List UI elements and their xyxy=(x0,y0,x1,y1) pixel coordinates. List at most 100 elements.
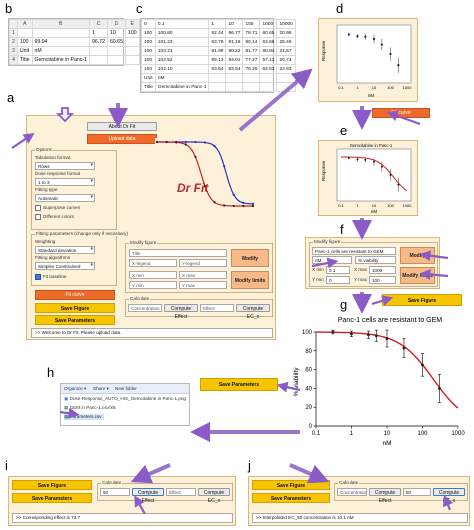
sheet-c-cell[interactable]: 91.99 xyxy=(208,46,227,56)
sheet-c-cell[interactable]: 78.71 xyxy=(242,28,261,38)
title-input[interactable]: Title xyxy=(129,249,227,257)
save-figure-button[interactable]: Save Figure xyxy=(35,303,115,313)
xmin-input[interactable]: X min xyxy=(129,271,177,279)
sheet-c-cell[interactable]: 20.74 xyxy=(276,55,296,65)
sheet-c-cell[interactable]: 20.98 xyxy=(276,28,296,38)
sheet-c-cell[interactable] xyxy=(208,82,227,92)
sheet-c-cell[interactable]: Unit xyxy=(141,73,156,83)
ylegend-input[interactable]: Y-legend xyxy=(179,259,227,267)
sheet-b-cell[interactable]: 4 xyxy=(9,55,18,65)
sheet-c-cell[interactable] xyxy=(276,82,296,92)
sheet-c-cell[interactable]: 94.01 xyxy=(225,55,244,65)
panel-j-compute-effect-button[interactable]: Compute Effect xyxy=(369,488,401,504)
sheet-b-cell[interactable] xyxy=(124,46,140,56)
sheet-b-cell[interactable]: Title xyxy=(16,55,33,65)
explorer-file-params[interactable]: ▦ Parameters.csv xyxy=(64,414,104,420)
sheet-c-cell[interactable]: 102.10 xyxy=(154,64,210,74)
sheet-b-cell[interactable]: 100 xyxy=(16,37,33,47)
sheet-b-cell[interactable]: Unit xyxy=(16,46,33,56)
explorer-file-image[interactable]: ▣ Dose-Response_AUTO_HIS_Gemcitabine in … xyxy=(64,396,186,402)
sheet-c-cell[interactable]: 91.16 xyxy=(225,37,244,47)
panel-f-ymax-input[interactable]: 100 xyxy=(369,276,396,284)
sheet-c-cell[interactable]: 81.77 xyxy=(242,46,261,56)
xmax-input[interactable]: X max xyxy=(179,271,227,279)
sheet-c-cell[interactable]: 93.79 xyxy=(208,37,227,47)
panel-j-compute-ec-button[interactable]: Compute EC_x xyxy=(433,488,465,504)
sheet-c-cell[interactable]: 76.26 xyxy=(242,64,261,74)
effect-input[interactable]: Effect xyxy=(200,304,234,312)
ymin-input[interactable]: Y min xyxy=(129,281,177,289)
sheet-c-cell[interactable]: 77.27 xyxy=(242,55,261,65)
sheet-b-cell[interactable] xyxy=(106,55,126,65)
panel-i-save-params-button[interactable]: Save Parameters xyxy=(12,493,92,503)
organize-menu[interactable]: Organize ▾ xyxy=(64,386,87,391)
sheet-b-cell[interactable]: 60.65 xyxy=(106,37,126,47)
sheet-c-cell[interactable]: 92.44 xyxy=(208,28,227,38)
sheet-c-cell[interactable]: 102.52 xyxy=(154,55,210,65)
sheet-b-cell[interactable]: 1 xyxy=(88,28,108,38)
sheet-b-cell[interactable]: nM xyxy=(31,46,90,56)
modify-legends-button[interactable]: Modify legends xyxy=(231,249,269,280)
modify-limits-button[interactable]: Modify limits xyxy=(231,271,269,289)
sheet-c-cell[interactable]: 101.23 xyxy=(154,37,210,47)
sheet-c-cell[interactable]: 21.57 xyxy=(276,46,296,56)
sheet-c-cell[interactable] xyxy=(276,73,296,83)
algorithm-select[interactable]: Simplex Constrained xyxy=(35,262,95,270)
sheet-c-cell[interactable] xyxy=(225,73,244,83)
sheet-c-cell[interactable]: 0.1 xyxy=(154,19,210,29)
sheet-c-cell[interactable] xyxy=(242,73,261,83)
sheet-b-cell[interactable] xyxy=(106,46,126,56)
sheet-c-cell[interactable]: 80.14 xyxy=(242,37,261,47)
explorer-file-data[interactable]: ▦ GEM in Panc-1.csv/xls xyxy=(64,405,116,411)
sheet-c-cell[interactable]: 62.53 xyxy=(259,64,278,74)
weighting-select[interactable]: Standard deviation xyxy=(35,246,95,254)
sheet-c-cell[interactable]: 100 xyxy=(242,19,261,29)
colors-check-box[interactable] xyxy=(35,214,41,220)
sheet-b-cell[interactable] xyxy=(88,55,108,65)
sheet-b-cell[interactable] xyxy=(88,46,108,56)
superpose-check-box[interactable] xyxy=(35,205,41,211)
panel-j-concentration-input[interactable]: Concentration xyxy=(337,488,367,496)
sheet-c-cell[interactable]: 10000 xyxy=(276,19,296,29)
sheet-c-cell[interactable]: 1 xyxy=(208,19,227,29)
panel-i-compute-ec-button[interactable]: Compute EC_x xyxy=(198,488,230,504)
sheet-b-cell[interactable] xyxy=(16,28,33,38)
sheet-c-cell[interactable] xyxy=(259,73,278,83)
sheet-c-cell[interactable]: 95.13 xyxy=(208,55,227,65)
panel-f-modify-legends-button[interactable]: Modify legends xyxy=(400,247,435,276)
sheet-b-cell[interactable]: 96.72 xyxy=(88,37,108,47)
sheet-c-cell[interactable]: Title xyxy=(141,82,156,92)
sheet-c-cell[interactable]: 10 xyxy=(225,19,244,29)
sheet-c-cell[interactable]: 100 xyxy=(141,37,156,47)
sheet-c-cell[interactable]: 100 xyxy=(141,28,156,38)
new-folder-button[interactable]: New folder xyxy=(115,386,137,391)
sheet-c-cell[interactable]: 93.54 xyxy=(225,64,244,74)
panel-f-xlegend-input[interactable]: nM xyxy=(312,256,352,264)
sheet-c-cell[interactable]: 63.66 xyxy=(259,37,278,47)
panel-i-effect-input[interactable]: Effect xyxy=(166,488,196,496)
sheet-b-cell[interactable] xyxy=(124,37,140,47)
sheet-c-cell[interactable]: Gemcitabine in Panc-1 xyxy=(154,82,210,92)
concentration-input[interactable]: Concentration xyxy=(128,304,162,312)
sheet-c-cell[interactable] xyxy=(208,73,227,83)
sheet-b-cell[interactable]: 100 xyxy=(124,28,140,38)
panel-h-save-params-button[interactable]: Save Parameters xyxy=(200,378,278,391)
sheet-c-cell[interactable]: 22.93 xyxy=(276,64,296,74)
sheet-c-cell[interactable]: 90.22 xyxy=(225,46,244,56)
sheet-c-cell[interactable]: 100 xyxy=(141,64,156,74)
sheet-b-cell[interactable] xyxy=(31,28,90,38)
sheet-c-cell[interactable] xyxy=(225,82,244,92)
sheet-c-cell[interactable]: 93.64 xyxy=(208,64,227,74)
sheet-b-cell[interactable]: Gemcitabine in Panc-1 xyxy=(31,55,90,65)
panel-g-save-figure-button[interactable]: Save Figure xyxy=(382,294,462,306)
sheet-c-cell[interactable]: 100 xyxy=(141,55,156,65)
sheet-c-cell[interactable]: 25.46 xyxy=(276,37,296,47)
sheet-c-cell[interactable]: 0 xyxy=(141,19,156,29)
sheet-c-cell[interactable]: 1000 xyxy=(259,19,278,29)
sheet-c-cell[interactable]: nM xyxy=(154,73,210,83)
sheet-c-cell[interactable]: 103.21 xyxy=(154,46,210,56)
panel-f-ylegend-input[interactable]: % viability xyxy=(355,256,396,264)
sheet-b-cell[interactable]: 1 xyxy=(9,28,18,38)
compute-effect-button[interactable]: Compute Effect xyxy=(164,304,198,320)
save-params-button[interactable]: Save Parameters xyxy=(35,315,115,325)
